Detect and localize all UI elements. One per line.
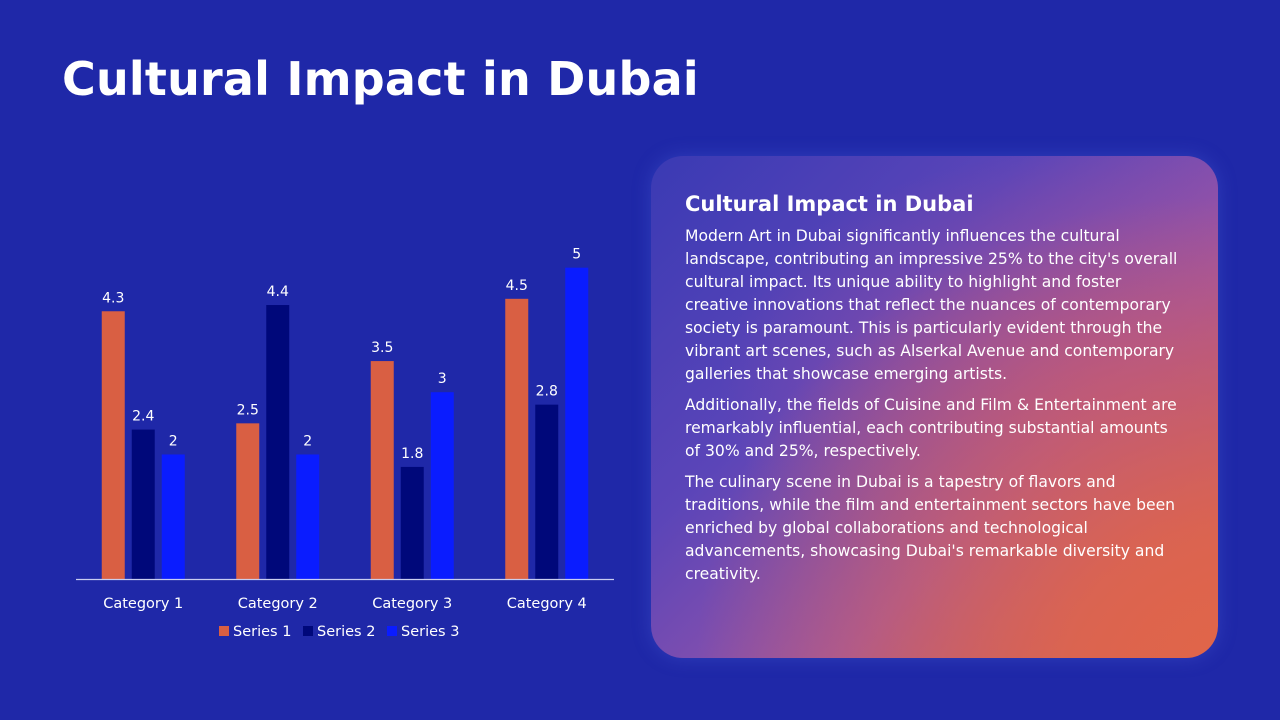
bar-chart: 4.3 2.4 2 Category 1 2.5 4.4 2 Category 2 3.5 1.8… bbox=[76, 247, 614, 640]
data-label-1-category-4: 4.5 bbox=[506, 278, 528, 294]
data-label-2-category-1: 2.4 bbox=[132, 409, 154, 425]
data-label-3-category-3: 3 bbox=[438, 371, 447, 387]
data-label-2-category-3: 1.8 bbox=[401, 446, 423, 462]
bar-2-category-2 bbox=[266, 305, 290, 579]
bar-1-category-1 bbox=[101, 311, 125, 579]
slide-title: Cultural Impact in Dubai bbox=[62, 52, 699, 106]
data-label-3-category-1: 2 bbox=[169, 433, 178, 449]
category-label-1: Category 1 bbox=[103, 596, 183, 612]
legend-label-1: Series 1 bbox=[233, 624, 291, 640]
data-label-3-category-2: 2 bbox=[303, 433, 312, 449]
panel-paragraph-1: Modern Art in Dubai significantly influe… bbox=[685, 227, 1178, 383]
legend-swatch-1 bbox=[219, 626, 229, 636]
bar-3-category-3 bbox=[430, 392, 454, 579]
data-label-3-category-4: 5 bbox=[572, 247, 581, 263]
panel-paragraph-2: Additionally, the fields of Cuisine and … bbox=[685, 396, 1177, 460]
bar-3-category-4 bbox=[565, 267, 589, 579]
bar-2-category-3 bbox=[400, 466, 424, 579]
data-label-1-category-2: 2.5 bbox=[237, 402, 259, 418]
panel-heading: Cultural Impact in Dubai bbox=[685, 192, 974, 216]
data-label-2-category-4: 2.8 bbox=[536, 384, 558, 400]
data-label-1-category-3: 3.5 bbox=[371, 340, 393, 356]
panel-paragraph-3: The culinary scene in Dubai is a tapestr… bbox=[685, 473, 1176, 583]
data-label-1-category-1: 4.3 bbox=[102, 290, 124, 306]
bar-2-category-1 bbox=[131, 429, 155, 579]
data-label-2-category-2: 4.4 bbox=[267, 284, 289, 300]
bar-1-category-3 bbox=[370, 361, 394, 579]
bar-1-category-4 bbox=[505, 298, 529, 579]
category-label-4: Category 4 bbox=[507, 596, 587, 612]
bar-2-category-4 bbox=[535, 404, 559, 579]
bar-3-category-2 bbox=[296, 454, 320, 579]
category-label-3: Category 3 bbox=[372, 596, 452, 612]
category-label-2: Category 2 bbox=[238, 596, 318, 612]
description-panel: Cultural Impact in Dubai Modern Art in D… bbox=[651, 156, 1218, 658]
bar-1-category-2 bbox=[236, 423, 260, 579]
legend-label-3: Series 3 bbox=[401, 624, 459, 640]
bar-3-category-1 bbox=[161, 454, 185, 579]
legend-swatch-2 bbox=[303, 626, 313, 636]
legend-swatch-3 bbox=[387, 626, 397, 636]
legend-label-2: Series 2 bbox=[317, 624, 375, 640]
